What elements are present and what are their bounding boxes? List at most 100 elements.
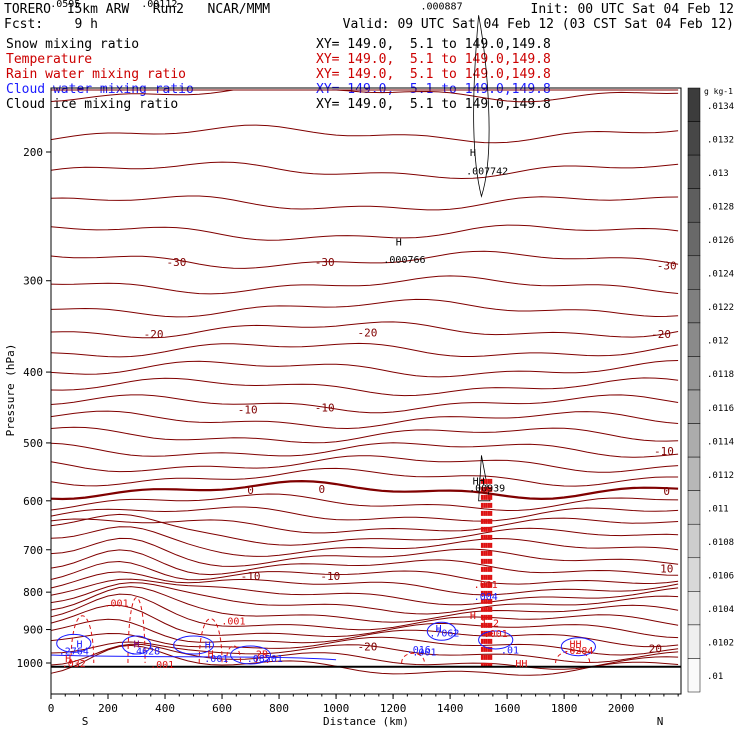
colorbar-label: .0122 — [707, 303, 734, 313]
x-tick-label: 1200 — [380, 702, 407, 715]
temperature-contour — [50, 426, 679, 444]
temperature-contour — [50, 618, 679, 648]
temperature-contour — [50, 641, 679, 664]
colorbar-cell — [687, 591, 701, 626]
plot-frame — [50, 87, 682, 695]
temperature-contour — [50, 513, 679, 546]
cloud-water-contour — [426, 621, 457, 641]
contour-annotation: H — [470, 148, 476, 159]
temperature-contour-label: -20 — [651, 328, 671, 341]
temperature-contour — [50, 578, 679, 606]
contour-annotation: .4628 — [130, 647, 160, 658]
contour-annotation: .001 — [484, 629, 508, 640]
x-tick-label: 1800 — [551, 702, 578, 715]
x-tick-label: 200 — [98, 702, 118, 715]
contour-annotation: .000887 — [420, 1, 462, 12]
cloud-water-contour — [478, 630, 514, 650]
y-axis: 200 300 400 500 600 700 800 900 1000 — [17, 146, 51, 670]
colorbar-cell — [687, 322, 701, 357]
colorbar-label: .0134 — [707, 102, 734, 112]
cloud-ice-contours — [473, 15, 491, 502]
x-end-left: S — [82, 715, 89, 728]
cloud-water-contour — [56, 633, 92, 653]
x-tick-label: 1000 — [323, 702, 350, 715]
y-tick-label: 600 — [23, 495, 43, 508]
temperature-contour-label: -20 — [357, 641, 377, 654]
temperature-contour — [50, 275, 679, 295]
contour-annotation: H — [470, 611, 476, 622]
temperature-contour-label: -10 — [654, 445, 674, 458]
temperature-contour-label: -30 — [166, 256, 186, 269]
colorbar-cell — [687, 557, 701, 592]
x-tick-label: 0 — [48, 702, 55, 715]
temperature-contour — [50, 571, 679, 596]
temperature-contour-label: -10 — [320, 570, 340, 583]
colorbar-label: .0102 — [707, 639, 734, 649]
temperature-contour — [50, 643, 679, 670]
colorbar-cell — [687, 523, 701, 559]
temperature-contour — [50, 593, 679, 631]
field-rain-label: Rain water mixing ratio — [6, 67, 187, 82]
contour-annotation: .004 — [474, 592, 498, 603]
x-end-right: N — [657, 715, 664, 728]
y-tick-label: 700 — [23, 544, 43, 557]
temperature-contour-label: -10 — [315, 401, 335, 414]
contour-annotation: 1.2 — [481, 618, 499, 629]
colorbar-cell — [687, 87, 701, 122]
field-temperature-label: Temperature — [6, 52, 93, 67]
cloud-water-contour — [560, 637, 596, 657]
temperature-contour — [50, 582, 679, 615]
contour-annotation: .7062 — [429, 628, 459, 639]
colorbar-cell — [687, 188, 701, 223]
contour-annotation: .007742 — [466, 167, 508, 178]
temperature-contour — [50, 560, 679, 585]
colorbar-units: g kg-1 — [704, 87, 733, 96]
cloud-water-contours — [50, 621, 596, 665]
colorbar-label: .0126 — [707, 236, 734, 246]
colorbar-cell — [687, 154, 701, 189]
temperature-contour — [50, 644, 679, 676]
temperature-contour — [50, 479, 679, 501]
contour-annotation: .01 — [501, 645, 519, 656]
colorbar-label: .0104 — [707, 605, 734, 615]
temperature-contour — [50, 506, 679, 522]
colorbar-label: .01 — [707, 672, 723, 682]
x-tick-label: 2000 — [608, 702, 635, 715]
contour-annotation: H — [205, 640, 211, 651]
contour-annotation: .2764 — [59, 647, 89, 658]
temperature-contour — [50, 537, 679, 567]
colorbar-cell — [687, 658, 701, 693]
colorbar-label: .0132 — [707, 135, 734, 145]
colorbar-label: .0118 — [707, 370, 734, 380]
colorbar-cell — [687, 255, 701, 290]
cloud-ice-contour — [478, 455, 491, 502]
contour-annotation: .001 — [150, 660, 174, 671]
colorbar-label: .0114 — [707, 437, 734, 447]
colorbar-label: .0112 — [707, 471, 734, 481]
contour-annotation: .0595 — [50, 0, 80, 10]
temperature-contour — [50, 321, 679, 339]
x-tick-label: 1600 — [494, 702, 521, 715]
temperature-contour-label: 10 — [660, 563, 673, 576]
contour-annotation: HH — [515, 659, 527, 670]
colorbar-cell — [687, 456, 701, 491]
field-cloudice-label: Cloud ice mixing ratio — [6, 97, 179, 112]
temperature-contour-label: 0 — [663, 485, 670, 498]
temperature-contours — [50, 89, 679, 676]
contour-annotation: .001 — [105, 599, 129, 610]
temperature-contour — [50, 493, 679, 512]
colorbar-cell — [687, 423, 701, 458]
field-cloudwater-label: Cloud water mixing ratio — [6, 82, 194, 97]
temperature-contour — [50, 549, 679, 576]
contour-annotation: .08501 — [247, 654, 283, 665]
temperature-contour-label: 0 — [247, 484, 254, 497]
contour-annotation: .032 — [62, 659, 86, 670]
y-tick-label: 500 — [23, 437, 43, 450]
colorbar-label: .0116 — [707, 404, 734, 414]
colorbar-label: .0128 — [707, 202, 734, 212]
rain-contour — [401, 652, 425, 664]
temperature-contour — [50, 410, 679, 430]
temperature-contour — [50, 224, 679, 241]
temperature-contour — [50, 342, 679, 358]
temperature-contour — [50, 467, 679, 487]
